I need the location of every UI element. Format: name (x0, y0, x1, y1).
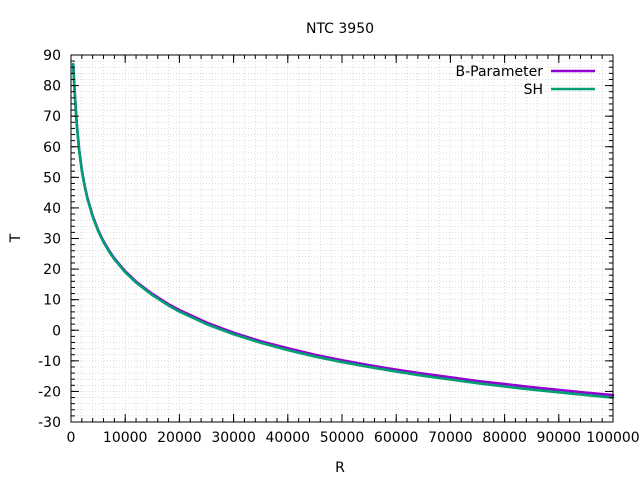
y-tick-label: -20 (38, 384, 61, 400)
x-tick-label: 90000 (537, 430, 582, 446)
y-tick-label: 50 (43, 170, 61, 186)
x-tick-label: 100000 (586, 430, 639, 446)
x-axis-label: R (335, 460, 345, 476)
y-tick-label: 0 (52, 323, 61, 339)
series-line-sh (71, 62, 615, 399)
x-tick-label: 10000 (103, 430, 148, 446)
legend-label-b-parameter: B-Parameter (456, 64, 544, 80)
series-layer (71, 62, 615, 399)
chart-title: NTC 3950 (306, 21, 374, 37)
tick-labels: 0 10000 20000 30000 40000 50000 60000 70000 8000… (38, 48, 640, 446)
grid (70, 54, 614, 423)
ticks (70, 54, 614, 423)
y-axis-label: T (8, 233, 24, 243)
y-tick-label: 30 (43, 232, 61, 248)
y-tick-label: 20 (43, 262, 61, 278)
legend: B-Parameter SH (456, 64, 595, 98)
x-tick-label: 50000 (320, 430, 365, 446)
y-tick-label: 60 (43, 140, 61, 156)
x-tick-label: 60000 (374, 430, 419, 446)
x-tick-label: 40000 (266, 430, 311, 446)
x-tick-label: 80000 (482, 430, 527, 446)
y-tick-label: 70 (43, 109, 61, 125)
legend-label-sh: SH (524, 82, 543, 98)
x-tick-label: 70000 (428, 430, 473, 446)
y-tick-label: -30 (38, 415, 61, 431)
x-tick-label: 30000 (211, 430, 256, 446)
x-tick-label: 0 (67, 430, 76, 446)
x-tick-label: 20000 (157, 430, 202, 446)
series-line-b-parameter (71, 62, 615, 397)
y-tick-label: 10 (43, 293, 61, 309)
y-tick-label: 90 (43, 48, 61, 64)
y-tick-label: -10 (38, 354, 61, 370)
y-tick-label: 40 (43, 201, 61, 217)
y-tick-label: 80 (43, 79, 61, 95)
